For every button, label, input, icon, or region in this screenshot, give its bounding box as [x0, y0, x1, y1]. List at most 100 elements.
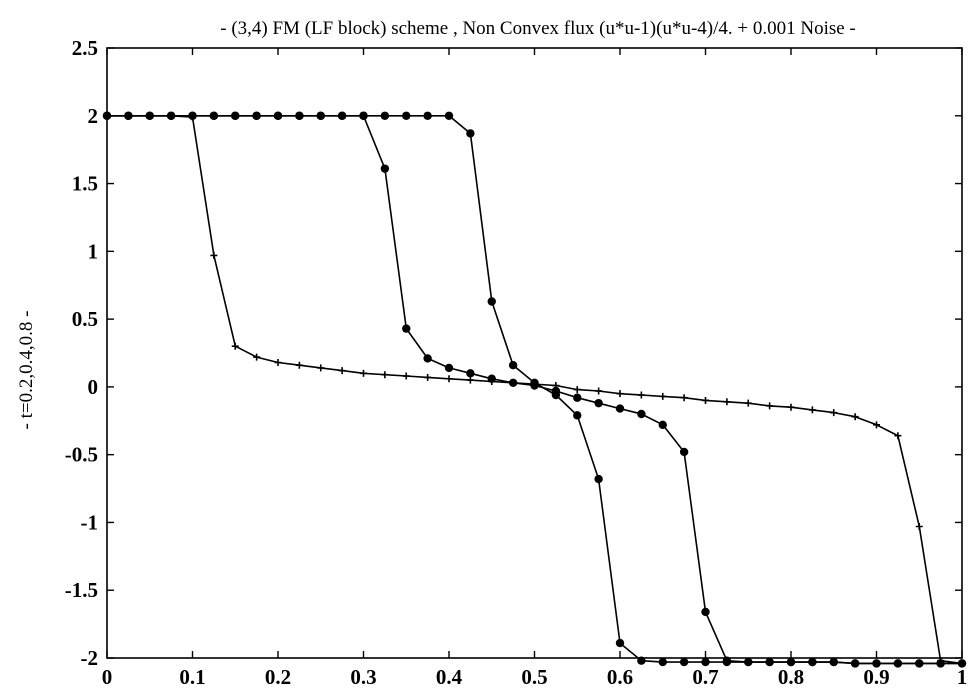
x-tick-label: 0 [102, 665, 113, 688]
data-point [659, 392, 667, 400]
data-point [637, 391, 645, 399]
y-tick-label: 1.5 [72, 172, 98, 196]
data-point [637, 656, 646, 665]
data-point [551, 386, 561, 396]
data-point [958, 659, 966, 667]
data-point [189, 113, 196, 121]
data-point [594, 398, 603, 408]
data-point [295, 361, 303, 369]
data-point [488, 377, 496, 385]
data-point [679, 657, 689, 667]
y-tick-label: 0.5 [72, 307, 98, 331]
data-point [723, 398, 731, 406]
data-point [829, 657, 838, 667]
data-point [786, 657, 796, 667]
plot-frame [106, 47, 963, 659]
data-point [637, 409, 646, 419]
series-layer [102, 111, 967, 668]
x-tick-label: 0.6 [607, 665, 633, 688]
data-point [253, 353, 261, 361]
data-point [616, 390, 624, 398]
data-point [252, 111, 261, 120]
data-point [701, 657, 710, 667]
x-tick-label: 0.3 [350, 665, 376, 688]
data-point [808, 406, 816, 414]
data-point [337, 111, 347, 120]
data-point [702, 396, 709, 404]
data-point [444, 111, 454, 120]
data-point [295, 111, 304, 120]
data-point [146, 112, 154, 120]
data-point [658, 420, 667, 430]
x-tick-label: 0.7 [692, 665, 718, 688]
data-point [273, 111, 283, 120]
data-point [573, 386, 581, 394]
data-point [338, 367, 346, 375]
data-point [851, 413, 859, 421]
data-point [915, 659, 924, 668]
data-point [231, 111, 240, 120]
data-point [167, 112, 175, 120]
data-point [658, 657, 667, 667]
data-point [573, 411, 582, 420]
data-point [210, 251, 218, 259]
data-point [615, 638, 625, 648]
data-point [531, 380, 538, 388]
data-point [680, 394, 688, 402]
data-point [508, 361, 518, 370]
data-point [893, 659, 903, 668]
data-point [915, 523, 923, 531]
data-point [552, 382, 560, 390]
x-tick-label: 1 [957, 665, 968, 688]
data-point [380, 164, 390, 173]
x-tick-label: 0.4 [436, 665, 463, 688]
y-tick-label: 2 [88, 104, 99, 128]
data-point [316, 111, 325, 120]
y-axis-label: - t=0.2,0.4,0.8 - [16, 311, 37, 430]
data-point [679, 447, 689, 457]
x-tick-label: 0.2 [265, 665, 291, 688]
data-point [359, 111, 368, 120]
data-point [787, 403, 795, 411]
data-point [509, 379, 517, 387]
data-point [766, 402, 774, 410]
data-point [381, 371, 389, 379]
data-point [850, 659, 860, 668]
axis-ticks: 0 0.1 0.2 0.3 0.4 0.5 0.6 0.7 0.8 0.9 1 2.5 2 1.5 1 0.5… [65, 36, 968, 688]
data-point [830, 409, 838, 417]
data-point [274, 358, 282, 366]
data-point [701, 607, 710, 617]
data-point [487, 297, 496, 306]
data-point [445, 375, 453, 383]
y-tick-label: -1 [81, 510, 99, 534]
x-tick-label: 0.5 [521, 665, 547, 688]
data-point [894, 432, 902, 440]
series-2 [102, 111, 967, 668]
data-point [380, 111, 390, 120]
data-point [573, 393, 582, 402]
data-point [424, 373, 432, 381]
data-point [615, 404, 625, 413]
data-point [124, 112, 132, 120]
y-tick-label: -0.5 [65, 443, 98, 467]
data-point [402, 372, 410, 380]
data-point [402, 324, 411, 333]
data-point [873, 421, 880, 429]
data-point [317, 364, 325, 372]
data-point [937, 657, 945, 665]
y-tick-label: 2.5 [72, 36, 98, 60]
data-point [466, 129, 475, 138]
data-point [423, 354, 432, 363]
x-tick-label: 0.8 [778, 665, 804, 688]
data-point [360, 369, 367, 377]
y-tick-label: 1 [88, 239, 99, 263]
x-tick-label: 0.9 [863, 665, 889, 688]
data-point [808, 657, 817, 667]
data-point [231, 342, 239, 350]
x-tick-label: 0.1 [179, 665, 205, 688]
data-point [444, 363, 454, 373]
data-point [765, 657, 774, 667]
series-3 [103, 112, 966, 667]
data-point [466, 376, 474, 384]
